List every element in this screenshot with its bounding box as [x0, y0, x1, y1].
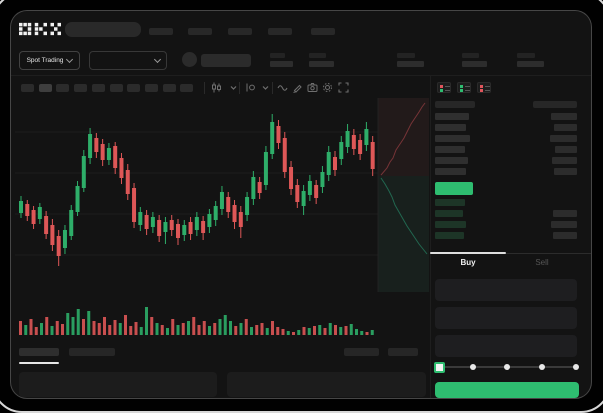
draw-icon[interactable] [292, 82, 303, 93]
book-asks-icon[interactable] [477, 82, 491, 93]
market-type-label: Spot Trading [26, 57, 64, 64]
trade-tabs-border [430, 253, 591, 254]
toolbar-divider [204, 82, 205, 94]
stat-label-placeholder [397, 53, 415, 58]
orderbook-col-header-price [435, 101, 475, 108]
amount-field[interactable] [435, 307, 577, 329]
timeframe-slot[interactable] [162, 84, 176, 92]
stat-value-placeholder [462, 61, 487, 67]
slider-handle[interactable] [434, 362, 445, 373]
volume-histogram [19, 307, 374, 335]
tab-buy[interactable]: Buy [460, 258, 476, 267]
pair-price-placeholder [201, 54, 251, 67]
bid-price-placeholder[interactable] [435, 221, 466, 228]
market-type-dropdown[interactable]: Spot Trading [19, 51, 80, 70]
chevron-down-icon [66, 55, 74, 64]
candle-type-icon[interactable] [211, 82, 222, 93]
ask-amount-placeholder [552, 157, 577, 164]
nav-item[interactable] [188, 28, 212, 35]
stat-label-placeholder [517, 53, 535, 58]
timeframe-slot[interactable] [91, 84, 105, 92]
buy-submit-button[interactable] [435, 382, 579, 398]
fullscreen-icon[interactable] [338, 82, 349, 93]
toolbar-divider [239, 82, 240, 94]
ask-amount-placeholder [555, 146, 577, 153]
price-field[interactable] [435, 279, 577, 301]
ask-amount-placeholder [551, 113, 577, 120]
slider-stop-dot[interactable] [504, 364, 510, 370]
ask-amount-placeholder [554, 168, 577, 175]
toolbar-divider [272, 82, 273, 94]
timeframe-slot[interactable] [56, 84, 70, 92]
chevron-down-icon [153, 55, 162, 64]
ask-amount-placeholder [554, 124, 577, 131]
ask-price-placeholder[interactable] [435, 113, 469, 120]
ask-price-placeholder[interactable] [435, 157, 468, 164]
bottom-action-button[interactable] [388, 348, 418, 356]
ask-price-placeholder[interactable] [435, 124, 466, 131]
bottom-tab-underline [19, 362, 59, 364]
stat-value-placeholder [397, 61, 424, 67]
stat-value-placeholder [517, 61, 544, 67]
timeframe-slot[interactable] [21, 84, 34, 92]
active-tab-indicator [430, 252, 506, 254]
bid-amount-placeholder [551, 221, 577, 228]
bottom-action-button[interactable] [344, 348, 379, 356]
nav-item[interactable] [311, 28, 335, 35]
total-field[interactable] [435, 335, 577, 357]
slider-stop-dot[interactable] [469, 364, 476, 370]
ask-amount-placeholder [550, 135, 577, 142]
ask-price-placeholder[interactable] [435, 168, 466, 175]
timeframe-slot[interactable] [109, 84, 123, 92]
bid-price-placeholder[interactable] [435, 232, 464, 239]
orderbook-col-header-amount [533, 101, 577, 108]
stat-label-placeholder [462, 53, 479, 58]
ask-price-placeholder[interactable] [435, 135, 470, 142]
settings-icon[interactable] [322, 82, 333, 93]
stat-value-placeholder [309, 61, 334, 67]
camera-icon[interactable] [307, 82, 318, 93]
stat-label-placeholder [309, 53, 326, 58]
bottom-tab[interactable] [69, 348, 115, 356]
candlestick-chart[interactable] [15, 98, 429, 292]
coin-avatar [182, 52, 197, 67]
tab-sell[interactable]: Sell [535, 258, 549, 267]
nav-item[interactable] [228, 28, 252, 35]
bottom-tab-active[interactable] [19, 348, 59, 356]
timeframe-slot[interactable] [38, 84, 52, 92]
bid-price-placeholder[interactable] [435, 199, 465, 206]
stat-label-placeholder [270, 53, 285, 58]
orders-panel-placeholder [227, 372, 426, 397]
stat-value-placeholder [270, 61, 293, 67]
bid-price-placeholder[interactable] [435, 210, 463, 217]
okx-logo [19, 22, 61, 36]
chevron-down-icon[interactable] [228, 82, 239, 93]
timeframe-slot[interactable] [74, 84, 88, 92]
header-divider [11, 75, 591, 76]
nav-item[interactable] [149, 28, 173, 35]
bid-amount-placeholder [553, 210, 577, 217]
panel-divider [430, 75, 431, 398]
search-input[interactable] [65, 22, 141, 37]
nav-item[interactable] [268, 28, 292, 35]
book-bids-icon[interactable] [457, 82, 471, 93]
pair-selector-dropdown[interactable] [89, 51, 167, 70]
timeframe-slot[interactable] [144, 84, 158, 92]
timeframe-slot[interactable] [180, 84, 194, 92]
orders-panel-placeholder [19, 372, 217, 397]
bid-amount-placeholder [553, 232, 577, 239]
last-price-badge [435, 182, 473, 195]
slider-stop-dot[interactable] [573, 364, 579, 370]
indicators-icon[interactable] [245, 82, 256, 93]
app-window: Spot Trading [10, 10, 592, 399]
ask-price-placeholder[interactable] [435, 146, 465, 153]
slider-stop-dot[interactable] [538, 364, 545, 370]
chevron-down-icon[interactable] [260, 82, 271, 93]
timeframe-slot[interactable] [127, 84, 141, 92]
book-split-icon[interactable] [437, 82, 451, 93]
line-style-icon[interactable] [277, 82, 288, 93]
